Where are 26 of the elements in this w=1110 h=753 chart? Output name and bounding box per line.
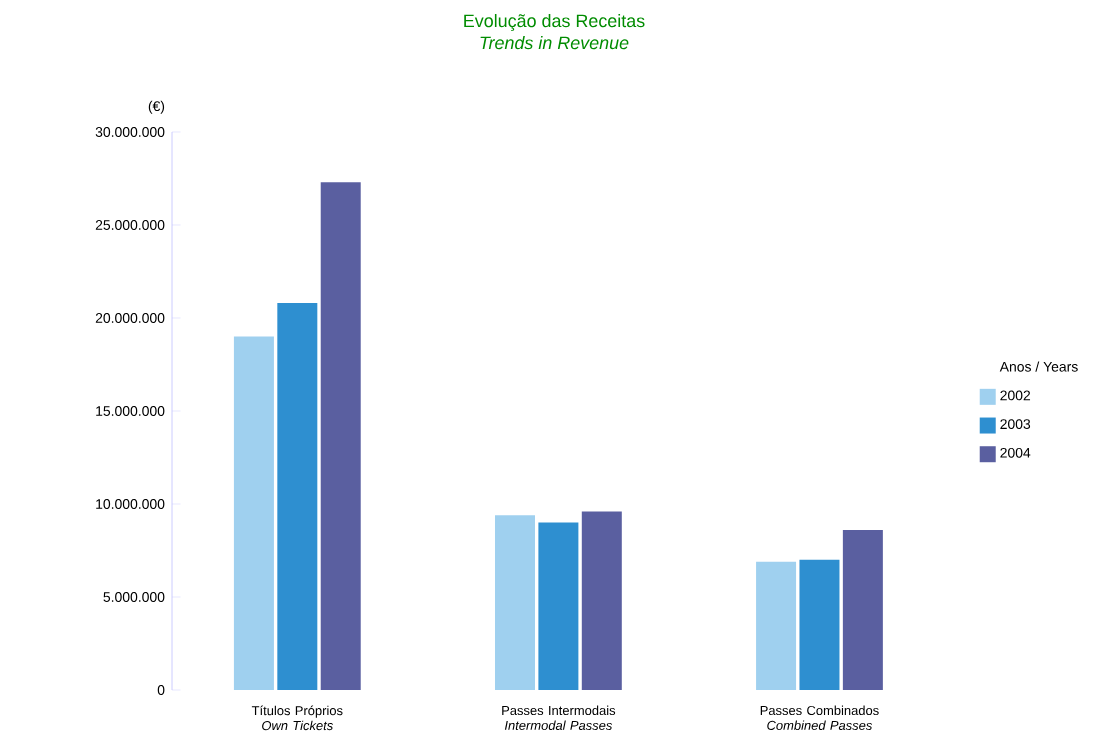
y-tick-label: 5.000.000 <box>103 592 165 602</box>
bar <box>320 182 361 690</box>
chart-title: Evolução das Receitas <box>464 14 645 31</box>
x-tick-label: Passes Intermodais Intermodal Passes <box>502 705 616 730</box>
legend-label: 2003 <box>1000 419 1031 430</box>
legend-title: Anos / Years <box>999 361 1078 372</box>
bar <box>277 303 318 690</box>
y-tick-label: 10.000.000 <box>96 499 165 509</box>
bar <box>756 561 797 690</box>
bar <box>233 336 274 690</box>
y-tick-label: 20.000.000 <box>95 313 165 323</box>
bar <box>842 530 883 690</box>
bar <box>581 511 622 690</box>
y-tick-label: 15.000.000 <box>96 406 165 416</box>
legend-label: 2004 <box>1000 447 1031 458</box>
y-tick-label: 30.000.000 <box>95 127 165 137</box>
bar <box>799 559 840 690</box>
y-axis-title: (€) <box>148 100 165 114</box>
chart-subtitle: Trends in Revenue <box>480 36 629 50</box>
legend-label: 2002 <box>1000 390 1031 401</box>
y-tick-label: 25.000.000 <box>95 220 165 230</box>
y-tick-label: 0 <box>157 685 165 695</box>
bar <box>494 515 535 690</box>
x-tick-label: Passes Combinados Combined Passes <box>760 705 879 730</box>
bar <box>538 522 579 690</box>
x-tick-label: Títulos Próprios Own Tickets <box>251 705 343 731</box>
